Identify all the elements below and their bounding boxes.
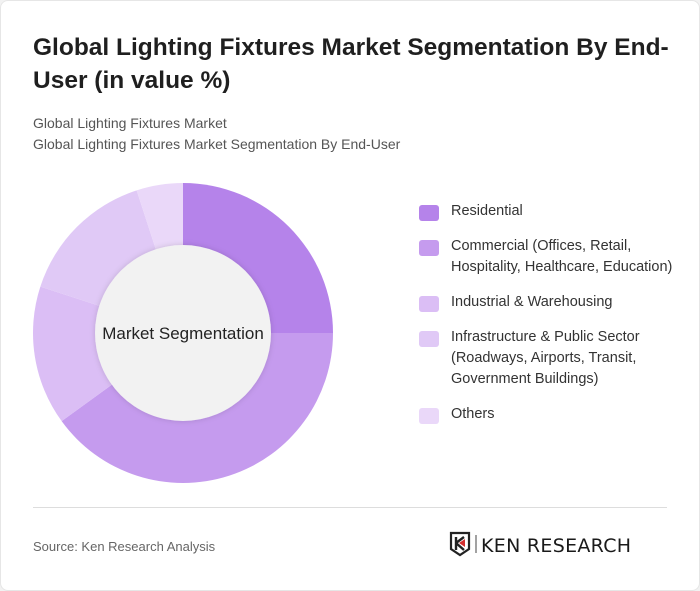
logo-text: KEN RESEARCH	[481, 535, 631, 557]
legend-swatch	[419, 296, 439, 312]
legend: Residential Commercial (Offices, Retail,…	[419, 201, 679, 425]
source-note: Source: Ken Research Analysis	[33, 539, 216, 554]
legend-item-commercial: Commercial (Offices, Retail, Hospitality…	[419, 236, 679, 278]
legend-label: Residential	[451, 203, 523, 219]
chart-title: Global Lighting Fixtures Market Segmenta…	[33, 34, 669, 94]
legend-label: Industrial & Warehousing	[451, 294, 613, 310]
center-label: Market Segmentation	[102, 324, 264, 343]
legend-swatch	[419, 205, 439, 221]
divider	[33, 507, 667, 508]
legend-swatch	[419, 408, 439, 424]
subtitle-market: Global Lighting Fixtures Market	[33, 115, 227, 131]
legend-label: Others	[451, 406, 495, 422]
donut-chart: Market Segmentation	[33, 183, 333, 483]
legend-label: Commercial (Offices, Retail, Hospitality…	[451, 238, 673, 275]
legend-item-industrial: Industrial & Warehousing	[419, 292, 679, 313]
legend-swatch	[419, 331, 439, 347]
ken-research-logo: KEN RESEARCH	[449, 531, 631, 557]
legend-item-residential: Residential	[419, 201, 679, 222]
legend-item-others: Others	[419, 404, 679, 425]
donut-center	[95, 245, 271, 421]
subtitle-segmentation: Global Lighting Fixtures Market Segmenta…	[33, 136, 401, 152]
legend-item-infrastructure: Infrastructure & Public Sector (Roadways…	[419, 327, 679, 390]
legend-swatch	[419, 240, 439, 256]
legend-label: Infrastructure & Public Sector (Roadways…	[451, 329, 640, 387]
